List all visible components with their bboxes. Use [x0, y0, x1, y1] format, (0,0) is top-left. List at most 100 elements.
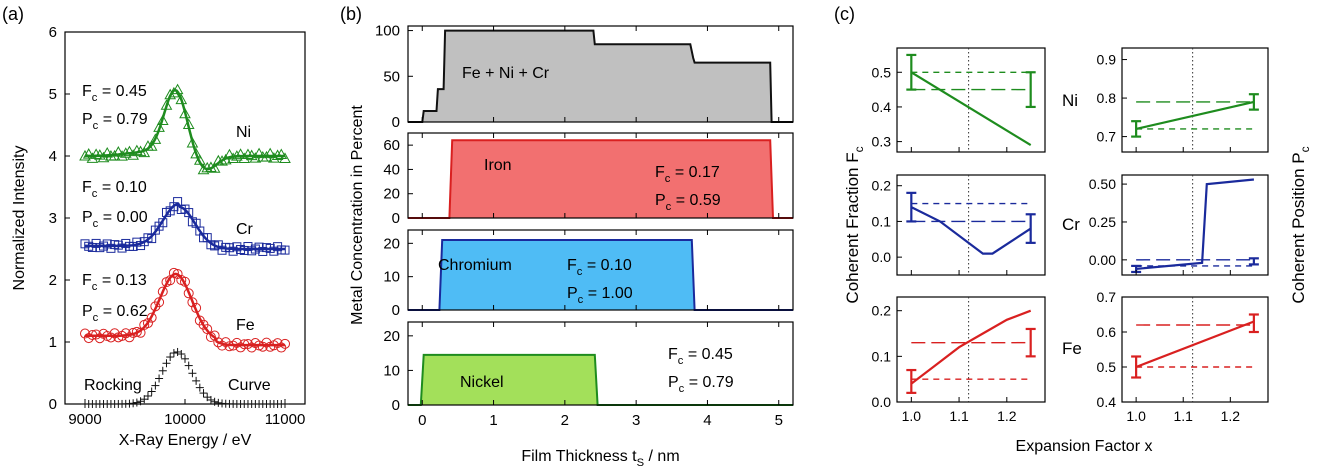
- nickel-fc-label: Fc = 0.45: [668, 346, 733, 367]
- subplot-ni-fc: 0.3 0.4 0.5: [872, 47, 1046, 153]
- y-tick-label: 0: [49, 396, 57, 413]
- y-tick-label: 100: [375, 23, 400, 40]
- data-point: [123, 145, 136, 157]
- y-tick-label: 0.2: [872, 303, 892, 319]
- data-point: [264, 147, 277, 159]
- element-label-fe: Fe: [1062, 339, 1082, 358]
- chromium-fc-label: Fc = 0.10: [567, 257, 632, 278]
- subplot-cr-fc: 0.0 0.1 0.2: [872, 174, 1046, 276]
- label-fe-ni-cr: Fe + Ni + Cr: [462, 65, 550, 82]
- subplot-frame: [1121, 296, 1269, 403]
- y-tick-label: 40: [383, 161, 400, 178]
- y-tick-label: 20: [383, 235, 400, 252]
- fe-pc-label: Pc = 0.62: [82, 303, 148, 324]
- y-tick-label: 0.2: [872, 178, 892, 194]
- area-fill: [422, 30, 772, 123]
- y-tick-label: 0.3: [872, 134, 892, 150]
- data-point: [86, 152, 99, 163]
- label-nickel: Nickel: [460, 374, 504, 391]
- x-tick-label: 3: [632, 412, 640, 429]
- y-tick-label: 0: [392, 210, 400, 227]
- x-tick-label: 1.1: [1173, 408, 1193, 424]
- panel-a: (a) 9000 10000 11000 0 1 2 3 4 5 6 X-Ray Energy / e…: [2, 4, 306, 449]
- y-tick-label: 0.4: [1097, 394, 1117, 410]
- panel-a-tag: (a): [2, 4, 24, 24]
- y-tick-label: 0.1: [872, 213, 892, 229]
- y-tick-label: 0.4: [872, 99, 892, 115]
- y-tick-label: 0: [392, 114, 400, 131]
- subplot-frame: [407, 25, 794, 123]
- chromium-pc-label: Pc = 1.00: [567, 285, 633, 306]
- fit-line: [85, 272, 285, 347]
- data-point: [145, 140, 158, 151]
- fe-fc-label: Fc = 0.13: [82, 272, 147, 293]
- panel-b: (b) 0 50 100 0 20 40 60 0 10 20 0 10 20 0 1 2 3 4 5 Film Thi…: [340, 4, 794, 469]
- x-tick-label: 0: [418, 412, 426, 429]
- y-tick-label: 2: [49, 272, 57, 289]
- y-tick-label: 0.00: [1089, 252, 1116, 268]
- data-point: [190, 147, 202, 159]
- y-axis-label: Normalized Intensity: [11, 146, 28, 291]
- y-axis-label-right: Coherent Position Pc: [1289, 146, 1312, 303]
- area-fill: [439, 240, 695, 310]
- element-label-cr: Cr: [1062, 215, 1080, 234]
- data-point: [242, 148, 254, 159]
- ni-label: Ni: [236, 124, 251, 141]
- data-point: [90, 148, 102, 159]
- data-point: [131, 144, 143, 156]
- x-tick-label: 5: [775, 412, 783, 429]
- curve-rock: [81, 347, 289, 408]
- data-line: [910, 309, 1032, 385]
- x-tick-label: 1.2: [1221, 408, 1241, 424]
- cr-fc-label: Fc = 0.10: [82, 179, 147, 200]
- area-fill: [449, 140, 774, 218]
- data-point: [276, 342, 287, 353]
- cr-pc-label: Pc = 0.00: [82, 209, 148, 230]
- x-axis-label: Expansion Factor x: [1016, 438, 1153, 455]
- data-point: [156, 114, 169, 125]
- y-tick-label: 20: [383, 328, 400, 345]
- fe-label: Fe: [236, 317, 255, 334]
- data-point: [183, 288, 194, 299]
- y-tick-label: 0.0: [872, 394, 892, 410]
- data-point: [168, 267, 179, 278]
- y-axis-label: Metal Concentration in Percent: [349, 105, 366, 325]
- y-tick-label: 0.8: [1097, 90, 1117, 106]
- x-tick-label: 9000: [68, 411, 101, 428]
- x-tick-label: 1.0: [1126, 408, 1146, 424]
- y-tick-label: 0.1: [872, 348, 892, 364]
- y-tick-label: 0.25: [1089, 214, 1116, 230]
- label-iron: Iron: [484, 157, 512, 174]
- x-tick-label: 10000: [164, 411, 206, 428]
- x-tick-label: 1.0: [902, 408, 922, 424]
- x-tick-label: 2: [561, 412, 569, 429]
- y-tick-label: 1: [49, 334, 57, 351]
- curve-label: Curve: [228, 377, 271, 394]
- data-line: [910, 206, 1032, 255]
- y-tick-label: 3: [49, 210, 57, 227]
- y-tick-label: 0.50: [1089, 176, 1116, 192]
- data-point: [213, 337, 224, 348]
- data-point: [175, 93, 188, 105]
- y-tick-label: 0.6: [1097, 324, 1117, 340]
- data-point: [279, 152, 291, 163]
- fit-line: [84, 88, 285, 171]
- y-tick-label: 10: [383, 362, 400, 379]
- subplot-fe-ni-cr: 0 50 100: [375, 23, 794, 131]
- area-fill: [420, 354, 598, 405]
- subplot-iron: 0 20 40 60: [383, 132, 794, 227]
- y-tick-label: 60: [383, 137, 400, 154]
- subplot-frame: [896, 296, 1046, 403]
- panel-b-tag: (b): [340, 4, 362, 24]
- y-tick-label: 0.7: [1097, 289, 1117, 305]
- panel-c-tag: (c): [834, 4, 855, 24]
- data-point: [253, 147, 265, 159]
- y-tick-label: 0.7: [1097, 129, 1117, 145]
- data-point: [280, 338, 290, 349]
- label-chromium: Chromium: [438, 257, 512, 274]
- subplot-frame: [896, 47, 1046, 153]
- data-point: [149, 133, 162, 144]
- y-tick-label: 0.0: [872, 249, 892, 265]
- area-outline: [408, 29, 793, 123]
